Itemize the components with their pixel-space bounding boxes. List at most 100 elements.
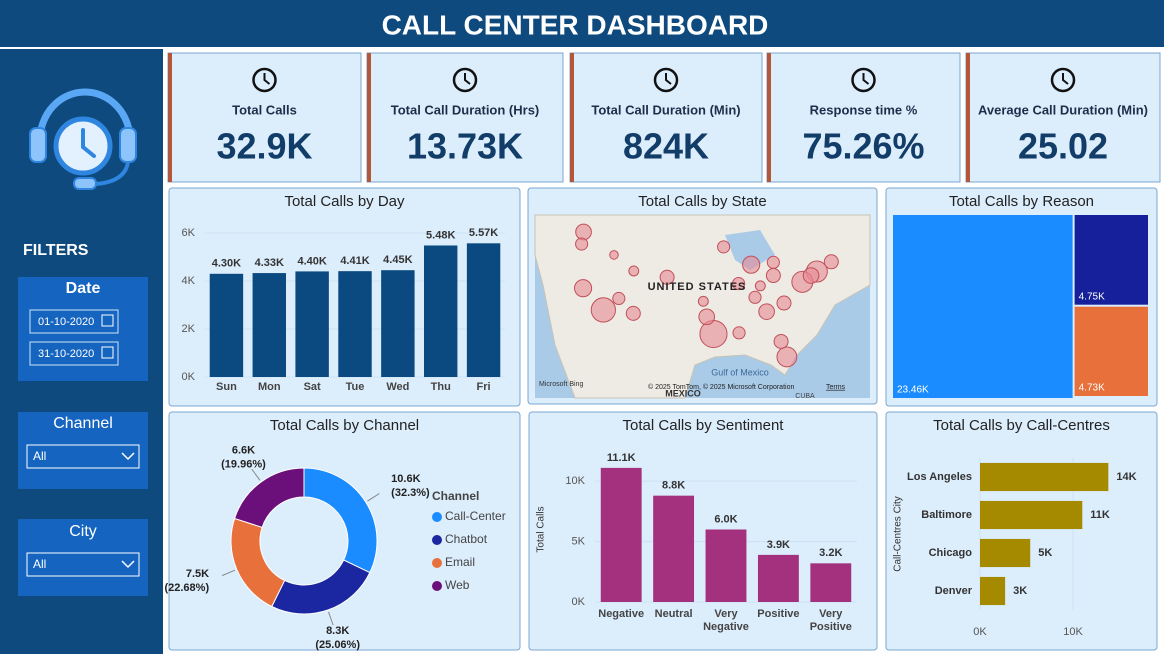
x-tick-label: Positive — [757, 608, 800, 620]
y-axis-title: Call-Centres City — [893, 496, 904, 572]
kpi-icon — [1050, 67, 1076, 93]
leader-line — [328, 611, 334, 626]
x-tick-label: Fri — [477, 381, 491, 393]
donut-segment — [233, 467, 305, 529]
bar — [424, 245, 458, 377]
kpi-label: Total Calls — [232, 102, 297, 117]
kpi-value: 824K — [623, 126, 709, 167]
map-bubble — [776, 346, 798, 368]
kpi-value: 75.26% — [802, 126, 924, 167]
value-label: 7.5K — [186, 568, 209, 580]
percent-label: (32.3%) — [391, 487, 430, 499]
value-label: 5.57K — [469, 227, 498, 239]
map-bubble — [575, 223, 592, 241]
kpi-value: 13.73K — [407, 126, 523, 167]
bar — [757, 554, 799, 602]
city-filter-label: City — [69, 523, 97, 540]
map-label: CUBA — [795, 393, 815, 400]
dropdown-arrow[interactable] — [121, 452, 135, 461]
icon-shape — [1062, 73, 1069, 85]
panel — [885, 411, 1158, 651]
kpi-icon — [452, 67, 478, 93]
calendar-icon[interactable] — [101, 346, 114, 359]
y-tick-label: Chicago — [929, 547, 973, 559]
leader-line — [221, 569, 236, 577]
value-label: 4.73K — [1079, 383, 1105, 394]
y-tick-label: 0K — [572, 596, 586, 608]
channel-dropdown[interactable] — [26, 444, 140, 469]
map-bubble — [802, 267, 820, 284]
map-bubble — [773, 333, 789, 349]
panel — [168, 411, 521, 651]
map-bubble — [742, 255, 761, 274]
kpi-accent — [367, 53, 371, 182]
kpi-icon — [653, 67, 679, 93]
icon-shape — [1050, 67, 1076, 93]
value-label: 23.46K — [897, 385, 929, 396]
y-tick-label: Baltimore — [921, 509, 972, 521]
kpi-accent — [966, 53, 970, 182]
map-bubble — [776, 295, 792, 311]
bar — [980, 576, 1006, 606]
bar — [980, 500, 1083, 530]
kpi-label: Response time % — [810, 102, 918, 117]
date-end-input[interactable] — [29, 341, 119, 366]
legend-label: Chatbot — [445, 532, 488, 546]
map-bubble — [732, 277, 746, 291]
city-dropdown[interactable] — [26, 552, 140, 577]
legend-title: Channel — [432, 489, 479, 503]
value-label: 4.45K — [383, 254, 412, 266]
bar — [810, 563, 852, 602]
map-lakes — [725, 230, 775, 270]
date-start-input[interactable] — [29, 309, 119, 334]
x-tick-label: Sat — [304, 381, 321, 393]
map-country-label: UNITED STATES — [648, 281, 747, 293]
treemap-cell — [1074, 306, 1148, 396]
date-filter-label: Date — [66, 280, 101, 297]
city-filter-box — [18, 519, 148, 596]
x-tick-label: 0K — [973, 626, 987, 638]
chart-title: Total Calls by State — [638, 193, 766, 210]
kpi-value: 32.9K — [216, 126, 312, 167]
legend-label: Web — [445, 578, 470, 592]
calendar-icon[interactable] — [101, 314, 114, 327]
map-bubble — [590, 297, 616, 323]
leader-line — [367, 493, 380, 502]
kpi-label: Average Call Duration (Min) — [978, 102, 1148, 117]
x-tick-label: Mon — [258, 381, 281, 393]
icon-shape — [263, 73, 271, 85]
map-bubble — [748, 290, 762, 304]
bar — [295, 271, 329, 377]
bar — [705, 529, 747, 602]
dropdown-arrow[interactable] — [121, 560, 135, 569]
date-start: 01-10-2020 — [38, 316, 94, 328]
kpi-icon — [252, 67, 277, 93]
bar — [980, 538, 1031, 568]
y-tick-label: 4K — [182, 275, 196, 287]
map-bubble — [609, 250, 619, 260]
map-bubble — [573, 279, 593, 298]
icon-shape — [653, 67, 679, 93]
bar — [653, 495, 695, 602]
legend-swatch — [432, 512, 442, 522]
value-label: 10.6K — [391, 473, 420, 485]
city-value: All — [33, 557, 46, 571]
x-tick-label: Tue — [346, 381, 365, 393]
value-label: 3.9K — [767, 539, 790, 551]
x-tick-label: Negative — [598, 608, 645, 620]
y-tick-label: Los Angeles — [907, 471, 972, 483]
chart-title: Total Calls by Channel — [270, 417, 419, 434]
bar — [209, 273, 244, 377]
value-label: 4.33K — [255, 257, 284, 269]
map-label: Gulf of Mexico — [711, 367, 769, 377]
value-label: 8.3K — [326, 625, 349, 637]
bar — [600, 467, 642, 602]
y-tick-label: 2K — [182, 323, 196, 335]
percent-label: (25.06%) — [315, 639, 360, 651]
value-label: 11K — [1090, 509, 1110, 521]
icon-shape — [252, 67, 277, 93]
bar — [980, 462, 1109, 492]
kpi-label: Total Call Duration (Min) — [591, 102, 740, 117]
